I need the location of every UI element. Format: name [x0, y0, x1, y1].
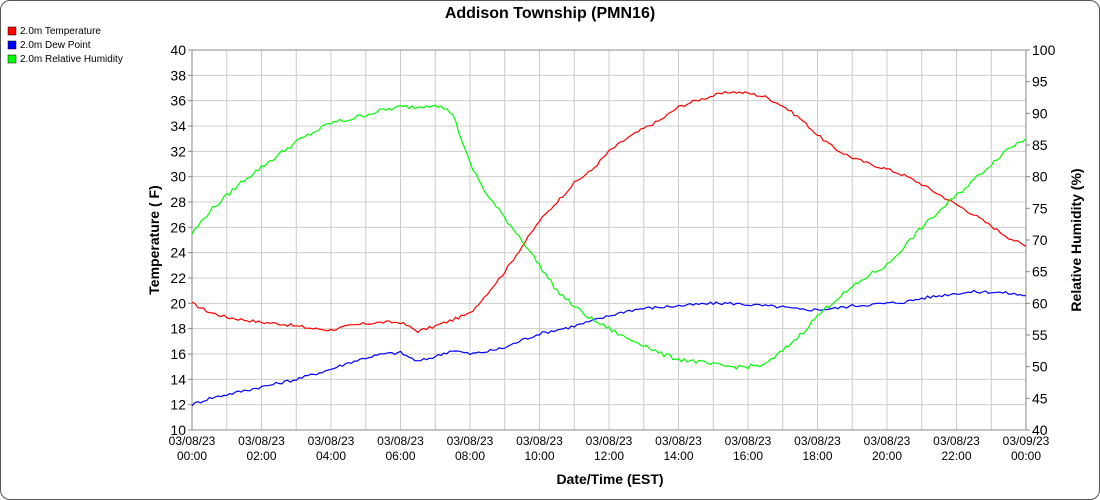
x-tick-time: 08:00: [455, 449, 485, 463]
y2-tick-label: 65: [1032, 264, 1048, 280]
y-tick-label: 12: [170, 397, 186, 413]
series-line-2: [191, 289, 1026, 407]
x-tick-date: 03/08/23: [864, 434, 911, 448]
y2-tick-label: 80: [1032, 169, 1048, 185]
y2-tick-label: 70: [1032, 232, 1048, 248]
y-tick-label: 24: [170, 245, 186, 261]
y-tick-label: 38: [170, 67, 186, 83]
y-tick-label: 40: [170, 42, 186, 58]
x-tick-time: 00:00: [177, 449, 207, 463]
series-lines: [191, 90, 1027, 407]
right-axis-ticks: 40 45 50 55 60 65 70 75 80 85 90 95 100: [1026, 42, 1056, 438]
y2-tick-label: 75: [1032, 200, 1048, 216]
x-tick-time: 06:00: [385, 449, 415, 463]
y2-tick-label: 90: [1032, 105, 1048, 121]
chart-title: Addison Township (PMN16): [445, 5, 655, 22]
x-tick-time: 22:00: [941, 449, 971, 463]
y-tick-label: 18: [170, 321, 186, 337]
y-tick-label: 32: [170, 143, 186, 159]
x-axis-title: Date/Time (EST): [556, 471, 663, 487]
y2-tick-label: 40: [1032, 422, 1048, 438]
y-tick-label: 14: [170, 371, 186, 387]
x-tick-time: 10:00: [524, 449, 554, 463]
x-tick-date: 03/08/23: [933, 434, 980, 448]
y-tick-label: 34: [170, 118, 186, 134]
x-tick-time: 00:00: [1011, 449, 1041, 463]
x-tick-date: 03/08/23: [655, 434, 702, 448]
y-tick-label: 10: [170, 422, 186, 438]
y-tick-label: 30: [170, 169, 186, 185]
x-tick-time: 16:00: [733, 449, 763, 463]
x-tick-date: 03/08/23: [794, 434, 841, 448]
legend-swatch: [7, 40, 17, 50]
legend-label: 2.0m Temperature: [20, 26, 101, 37]
y2-tick-label: 100: [1032, 42, 1056, 58]
x-tick-time: 14:00: [663, 449, 693, 463]
x-tick-time: 18:00: [802, 449, 832, 463]
series-line-1: [191, 90, 1027, 334]
legend-swatch: [7, 54, 17, 64]
y2-axis-title: Relative Humidity (%): [1068, 168, 1084, 311]
y2-tick-label: 55: [1032, 327, 1048, 343]
y-tick-label: 28: [170, 194, 186, 210]
x-tick-date: 03/08/23: [238, 434, 285, 448]
x-tick-date: 03/08/23: [308, 434, 355, 448]
x-tick-date: 03/08/23: [169, 434, 216, 448]
x-tick-time: 12:00: [594, 449, 624, 463]
x-tick-date: 03/08/23: [377, 434, 424, 448]
y2-tick-label: 45: [1032, 390, 1048, 406]
x-tick-time: 02:00: [246, 449, 276, 463]
x-tick-time: 20:00: [872, 449, 902, 463]
x-tick-time: 04:00: [316, 449, 346, 463]
x-tick-date: 03/09/23: [1003, 434, 1050, 448]
y2-tick-label: 50: [1032, 359, 1048, 375]
legend-label: 2.0m Relative Humidity: [20, 54, 123, 65]
x-tick-date: 03/08/23: [516, 434, 563, 448]
y-axis-title: Temperature ( F): [146, 185, 162, 294]
x-tick-date: 03/08/23: [725, 434, 772, 448]
legend-label: 2.0m Dew Point: [20, 40, 91, 51]
grid: [191, 49, 1027, 431]
y-tick-label: 16: [170, 346, 186, 362]
legend: 2.0m Temperature 2.0m Dew Point 2.0m Relat…: [7, 26, 123, 65]
y2-tick-label: 95: [1032, 74, 1048, 90]
y-tick-label: 20: [170, 295, 186, 311]
series-line-3: [191, 104, 1027, 370]
y2-tick-label: 85: [1032, 137, 1048, 153]
y-tick-label: 36: [170, 93, 186, 109]
y2-tick-label: 60: [1032, 295, 1048, 311]
x-axis-ticks: 03/08/2300:0003/08/2302:0003/08/2304:000…: [169, 434, 1050, 463]
left-axis-ticks: 10 12 14 16 18 20 22 24 26 28 30 32 34 36 38 40: [170, 42, 192, 438]
x-tick-date: 03/08/23: [586, 434, 633, 448]
y-tick-label: 22: [170, 270, 186, 286]
x-tick-date: 03/08/23: [447, 434, 494, 448]
y-tick-label: 26: [170, 219, 186, 235]
legend-swatch: [7, 26, 17, 36]
